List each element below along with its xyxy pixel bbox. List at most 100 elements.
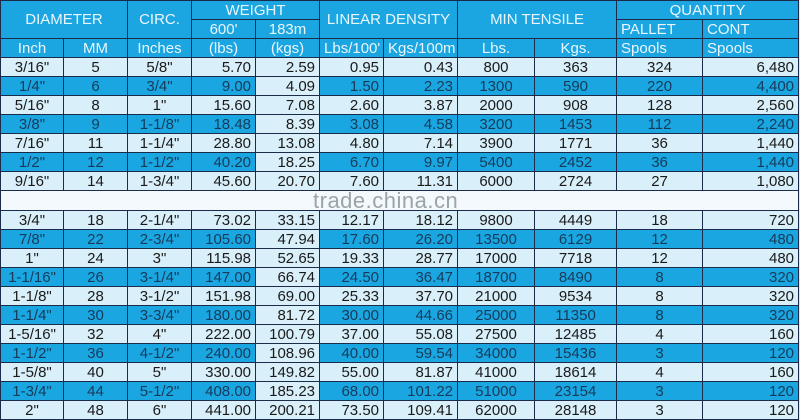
cell-pallet-spools: 220 (616, 76, 704, 96)
unit-kgs-per-100m: Kgs/100m (383, 38, 459, 58)
cell-weight-lbs: 9.00 (191, 76, 257, 96)
header-weight: WEIGHT (191, 0, 321, 20)
cell-inch: 1-5/16" (0, 324, 64, 344)
cell-mm: 30 (62, 305, 129, 325)
obscured-cell: trade.china.cn (0, 190, 800, 211)
cell-tensile-kgs: 15436 (534, 343, 618, 363)
cell-circ: 6" (127, 400, 193, 420)
cell-tensile-lbs: 62000 (457, 400, 536, 420)
cell-circ: 5" (127, 362, 193, 382)
table-row: 9/16" 14 1-3/4" 45.60 20.70 7.60 11.31 6000 2724… (0, 171, 800, 191)
cell-lbs-per-100ft: 12.17 (319, 210, 385, 230)
cell-kgs-per-100m: 11.31 (383, 171, 459, 191)
table-row: 1-1/8" 28 3-1/2" 151.98 69.00 25.33 37.70 21000… (0, 286, 800, 306)
cell-inch: 1-1/4" (0, 305, 64, 325)
cell-inch: 5/16" (0, 95, 64, 115)
cell-inch: 7/16" (0, 133, 64, 153)
cell-weight-kgs: 108.96 (255, 343, 321, 363)
cell-circ: 4" (127, 324, 193, 344)
header-cont: CONT (702, 19, 800, 39)
cell-kgs-per-100m: 59.54 (383, 343, 459, 363)
cell-cont-spools: 160 (702, 362, 800, 382)
cell-circ: 2-1/4" (127, 210, 193, 230)
watermark: trade.china.cn (313, 190, 459, 211)
cell-cont-spools: 120 (702, 400, 800, 420)
cell-inch: 1-5/8" (0, 362, 64, 382)
cell-circ: 1-1/4" (127, 133, 193, 153)
cell-pallet-spools: 12 (616, 248, 704, 268)
unit-mm: MM (62, 38, 129, 58)
cell-kgs-per-100m: 101.22 (383, 381, 459, 401)
cell-pallet-spools: 27 (616, 171, 704, 191)
cell-weight-kgs: 8.39 (255, 114, 321, 134)
cell-pallet-spools: 8 (616, 267, 704, 287)
cell-mm: 9 (62, 114, 129, 134)
cell-weight-lbs: 441.00 (191, 400, 257, 420)
cell-mm: 24 (62, 248, 129, 268)
header-weight-600: 600' (191, 19, 257, 39)
cell-tensile-kgs: 1453 (534, 114, 618, 134)
cell-cont-spools: 1,440 (702, 133, 800, 153)
cell-kgs-per-100m: 2.23 (383, 76, 459, 96)
cell-mm: 11 (62, 133, 129, 153)
header-pallet: PALLET (616, 19, 704, 39)
cell-weight-lbs: 222.00 (191, 324, 257, 344)
cell-weight-kgs: 185.23 (255, 381, 321, 401)
unit-circ: Inches (127, 38, 193, 58)
cell-circ: 2-3/4" (127, 229, 193, 249)
unit-weight-kgs: (kgs) (255, 38, 321, 58)
cell-kgs-per-100m: 37.70 (383, 286, 459, 306)
cell-weight-lbs: 28.80 (191, 133, 257, 153)
cell-cont-spools: 320 (702, 305, 800, 325)
cell-pallet-spools: 3 (616, 400, 704, 420)
cell-cont-spools: 320 (702, 286, 800, 306)
table-row: 5/16" 8 1" 15.60 7.08 2.60 3.87 2000 908 128 2,560 (0, 95, 800, 115)
watermark-band: trade.china.cn (0, 190, 800, 211)
cell-lbs-per-100ft: 2.60 (319, 95, 385, 115)
header-min-tensile: MIN TENSILE (457, 0, 618, 39)
cell-tensile-lbs: 41000 (457, 362, 536, 382)
cell-pallet-spools: 36 (616, 133, 704, 153)
unit-inch: Inch (0, 38, 64, 58)
cell-weight-lbs: 180.00 (191, 305, 257, 325)
cell-lbs-per-100ft: 68.00 (319, 381, 385, 401)
cell-mm: 6 (62, 76, 129, 96)
cell-tensile-lbs: 5400 (457, 152, 536, 172)
cell-kgs-per-100m: 28.77 (383, 248, 459, 268)
cell-circ: 1-1/2" (127, 152, 193, 172)
table-row: 3/16" 5 5/8" 5.70 2.59 0.95 0.43 800 363 324 6,480 (0, 57, 800, 77)
cell-inch: 1-1/8" (0, 286, 64, 306)
cell-tensile-kgs: 28148 (534, 400, 618, 420)
cell-tensile-kgs: 9534 (534, 286, 618, 306)
cell-weight-kgs: 200.21 (255, 400, 321, 420)
table-row: 1-5/16" 32 4" 222.00 100.79 37.00 55.08 27500 12… (0, 324, 800, 344)
cell-tensile-kgs: 12485 (534, 324, 618, 344)
cell-circ: 1-3/4" (127, 171, 193, 191)
cell-lbs-per-100ft: 17.60 (319, 229, 385, 249)
cell-mm: 48 (62, 400, 129, 420)
cell-tensile-lbs: 2000 (457, 95, 536, 115)
cell-tensile-lbs: 6000 (457, 171, 536, 191)
cell-inch: 7/8" (0, 229, 64, 249)
cell-tensile-lbs: 1300 (457, 76, 536, 96)
table-row: 7/16" 11 1-1/4" 28.80 13.08 4.80 7.14 3900 1771 3… (0, 133, 800, 153)
cell-tensile-lbs: 3200 (457, 114, 536, 134)
cell-cont-spools: 4,400 (702, 76, 800, 96)
cell-tensile-lbs: 9800 (457, 210, 536, 230)
cell-circ: 3-1/4" (127, 267, 193, 287)
table-row: 1-5/8" 40 5" 330.00 149.82 55.00 81.87 41000 186… (0, 362, 800, 382)
cell-pallet-spools: 8 (616, 305, 704, 325)
table-row: 1-1/16" 26 3-1/4" 147.00 66.74 24.50 36.47 1870… (0, 267, 800, 287)
cell-inch: 9/16" (0, 171, 64, 191)
cell-weight-lbs: 147.00 (191, 267, 257, 287)
cell-mm: 18 (62, 210, 129, 230)
unit-cont-spools: Spools (702, 38, 800, 58)
table-row: 3/8" 9 1-1/8" 18.48 8.39 3.08 4.58 3200 1453 112 2… (0, 114, 800, 134)
cell-circ: 3/4" (127, 76, 193, 96)
header-diameter: DIAMETER (0, 0, 129, 39)
cell-weight-lbs: 330.00 (191, 362, 257, 382)
cell-mm: 28 (62, 286, 129, 306)
cell-tensile-kgs: 2724 (534, 171, 618, 191)
cell-pallet-spools: 3 (616, 381, 704, 401)
cell-circ: 5-1/2" (127, 381, 193, 401)
